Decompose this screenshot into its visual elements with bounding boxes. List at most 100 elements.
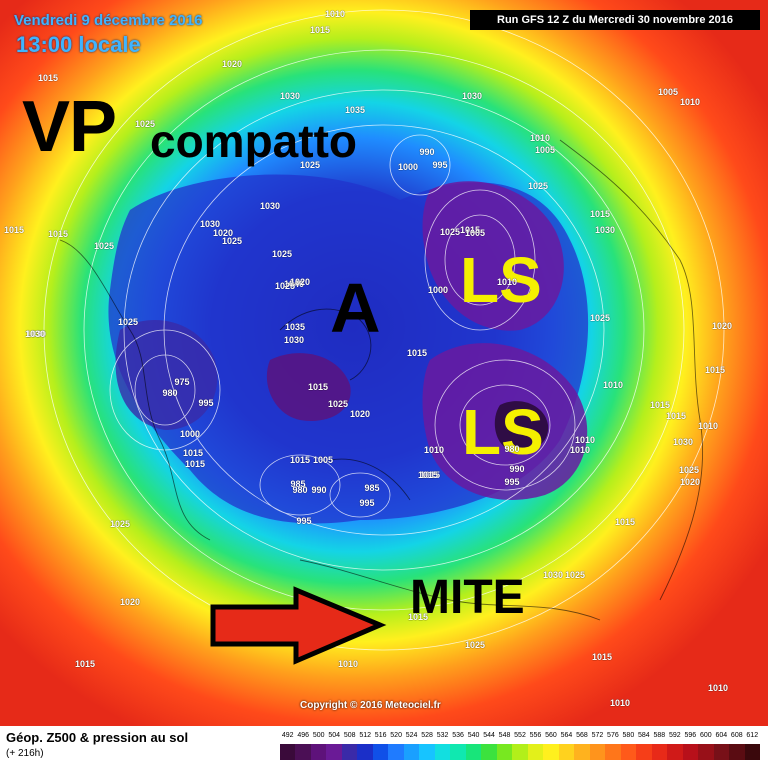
scale-label: 560 (545, 732, 557, 739)
scale-swatch (744, 744, 761, 760)
scale-swatch (388, 744, 405, 760)
isobar-label: 980 (292, 485, 308, 495)
isobar-label: 1015 (417, 470, 439, 480)
isobar-label: 1025 (274, 281, 296, 291)
scale-label: 500 (312, 732, 325, 739)
isobar-label: 1005 (657, 87, 679, 97)
scale-label: 608 (730, 732, 743, 739)
scale-swatch (682, 744, 699, 760)
scale-label: 548 (498, 732, 511, 739)
isobar-label: 990 (311, 485, 327, 495)
scale-label: 612 (746, 732, 759, 739)
legend-subtitle: (+ 216h) (6, 748, 44, 759)
isobar-label: 1035 (344, 105, 366, 115)
isobar-label: 1020 (212, 228, 234, 238)
scale-label: 552 (514, 732, 526, 739)
isobar-label: 1010 (423, 445, 445, 455)
isobar-label: 1025 (271, 249, 293, 259)
ls-annotation-north: LS (460, 244, 542, 316)
scale-swatch (527, 744, 544, 760)
scale-swatch (357, 744, 374, 760)
forecast-date: Vendredi 9 décembre 2016 (14, 12, 203, 29)
isobar-label: 1025 (327, 399, 349, 409)
legend-footer: Géop. Z500 & pression au sol (+ 216h) 49… (0, 726, 768, 768)
scale-label: 532 (436, 732, 449, 739)
scale-swatch (512, 744, 529, 760)
isobar-label: 1030 (259, 201, 281, 211)
isobar-label: 1020 (349, 409, 371, 419)
isobar-label: 1015 (419, 470, 441, 480)
isobar-label: 1015 (459, 225, 481, 235)
scale-label: 568 (576, 732, 588, 739)
isobar-label: 1035 (284, 322, 306, 332)
isobar-label: 1000 (427, 285, 449, 295)
isobar-label: 1005 (464, 228, 486, 238)
isobar-label: 1015 (289, 455, 311, 465)
isobar-label: 1010 (574, 435, 596, 445)
isobar-label: 995 (359, 498, 375, 508)
scale-swatch (698, 744, 715, 760)
right-arrow-icon (210, 586, 387, 665)
isobar-label: 1015 (704, 365, 726, 375)
isobar-label: 980 (162, 388, 178, 398)
isobar-label: 1015 (665, 411, 687, 421)
scale-swatch (667, 744, 684, 760)
scale-swatch (310, 744, 327, 760)
isobar-label: 1030 (542, 570, 564, 580)
vp-annotation: VP (22, 87, 117, 167)
scale-swatch (589, 744, 606, 760)
isobar-label: 1025 (109, 519, 131, 529)
copyright-text: Copyright © 2016 Meteociel.fr (300, 700, 441, 711)
isobar-label: 1010 (602, 380, 624, 390)
isobar-label: 1025 (564, 570, 586, 580)
scale-swatch (280, 744, 296, 760)
isobar-label: 1030 (279, 91, 301, 101)
scale-swatch (295, 744, 312, 760)
scale-label: 508 (343, 732, 356, 739)
low-west (266, 353, 351, 421)
isobar-label: 1015 (37, 73, 59, 83)
scale-label: 564 (560, 732, 573, 739)
isobar-label: 1025 (527, 181, 549, 191)
isobar-label: 1020 (221, 59, 243, 69)
scale-swatch (574, 744, 591, 760)
isobar-label: 1030 (594, 225, 616, 235)
weather-map: Vendredi 9 décembre 2016 13:00 locale Ru… (0, 0, 768, 726)
isobar-label: 1020 (119, 597, 141, 607)
scale-label: 580 (622, 732, 635, 739)
isobar-label: 1015 (3, 225, 25, 235)
scale-swatch (481, 744, 498, 760)
scale-swatch (651, 744, 668, 760)
isobar-label: 995 (198, 398, 214, 408)
scale-label: 556 (529, 732, 542, 739)
isobar-label: 1025 (117, 317, 139, 327)
isobar-label: 1020 (679, 477, 701, 487)
scale-label: 516 (374, 732, 387, 739)
isobar-label: 1000 (397, 162, 419, 172)
isobar-label: 1015 (184, 459, 206, 469)
scale-swatch (434, 744, 451, 760)
scale-label: 528 (421, 732, 433, 739)
isobar-label: 1025 (299, 160, 321, 170)
isobar-label: 1030 (199, 219, 221, 229)
isobar-label: 1015 (47, 229, 69, 239)
ls-annotation-south: LS (462, 396, 544, 468)
scale-label: 584 (638, 732, 650, 739)
isobar-label: 1010 (496, 277, 518, 287)
isobar-label: 1010 (337, 659, 359, 669)
isobar-label: 1025 (464, 640, 486, 650)
isobar-label: 1015 (589, 209, 611, 219)
isobar-label: 1015 (614, 517, 636, 527)
isobar-label: 995 (432, 160, 448, 170)
isobar-label: 985 (364, 483, 380, 493)
scale-label: 600 (699, 732, 712, 739)
isobar-label: 975 (174, 377, 190, 387)
isobar-label: 1015 (407, 612, 429, 622)
scale-swatch (403, 744, 420, 760)
a-annotation: A (330, 269, 381, 347)
isobar-label: 1005 (312, 455, 334, 465)
scale-swatch (605, 744, 622, 760)
scale-label: 540 (467, 732, 480, 739)
isobar-label: 1030 (672, 437, 694, 447)
